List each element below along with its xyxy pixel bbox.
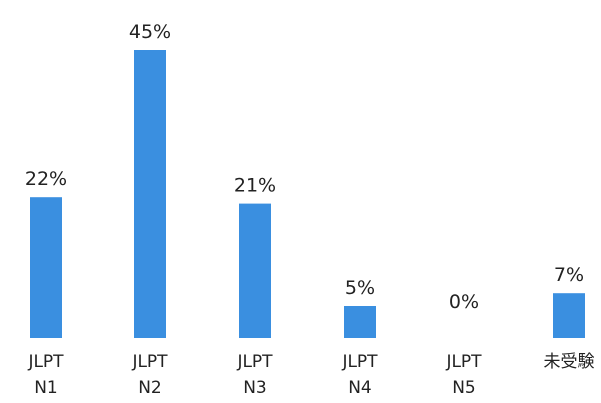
category-label-6-line-1: 未受験 [544, 352, 595, 372]
value-label-5: 0% [449, 291, 479, 313]
bar-2 [134, 50, 166, 338]
value-label-2: 45% [129, 21, 171, 43]
value-label-4: 5% [345, 277, 375, 299]
value-label-6: 7% [554, 264, 584, 286]
category-label-3-line-2: N3 [243, 378, 267, 398]
bars-group [30, 50, 585, 338]
category-label-5-line-2: N5 [452, 378, 476, 398]
bar-4 [344, 306, 376, 338]
category-label-2-line-2: N2 [138, 378, 162, 398]
value-label-3: 21% [234, 175, 276, 197]
value-label-1: 22% [25, 168, 67, 190]
category-label-5-line-1: JLPT [445, 352, 482, 372]
bar-3 [239, 203, 271, 338]
category-labels-group: JLPT N1 JLPT N2 JLPT N3 JLPT N4 JLPT N5 未受験 [27, 352, 594, 398]
bar-1 [30, 197, 62, 338]
bar-6 [553, 293, 585, 338]
value-labels-group: 22% 45% 21% 5% 0% 7% [25, 21, 584, 313]
category-label-2-line-1: JLPT [131, 352, 168, 372]
category-label-4-line-2: N4 [348, 378, 372, 398]
category-label-1-line-2: N1 [34, 378, 58, 398]
category-label-4-line-1: JLPT [341, 352, 378, 372]
category-label-3-line-1: JLPT [236, 352, 273, 372]
category-label-1-line-1: JLPT [27, 352, 64, 372]
